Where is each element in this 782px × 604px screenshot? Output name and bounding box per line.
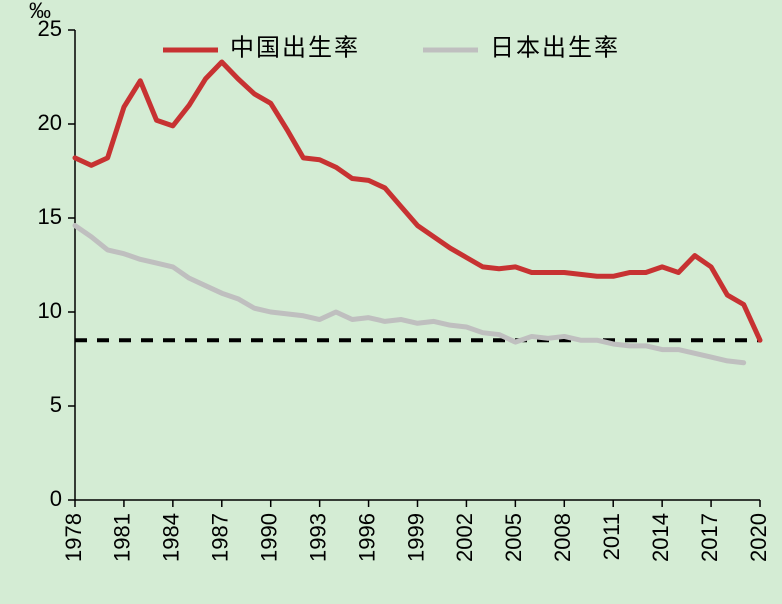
y-axis-unit: ‰ bbox=[29, 0, 51, 23]
x-tick-label: 1978 bbox=[61, 513, 86, 562]
y-tick-label: 15 bbox=[38, 204, 62, 229]
legend-label: 日本出生率 bbox=[490, 35, 620, 62]
x-tick-label: 2017 bbox=[697, 513, 722, 562]
x-tick-label: 2014 bbox=[648, 513, 673, 562]
x-tick-label: 2020 bbox=[746, 513, 771, 562]
y-tick-label: 0 bbox=[50, 486, 62, 511]
y-tick-label: 10 bbox=[38, 298, 62, 323]
y-tick-label: 20 bbox=[38, 110, 62, 135]
x-tick-label: 2005 bbox=[501, 513, 526, 562]
x-tick-label: 1984 bbox=[159, 513, 184, 562]
x-tick-label: 2011 bbox=[599, 513, 624, 560]
x-tick-label: 1987 bbox=[208, 513, 233, 562]
x-tick-label: 2008 bbox=[550, 513, 575, 562]
x-tick-label: 2002 bbox=[452, 513, 477, 562]
x-tick-label: 1993 bbox=[305, 513, 330, 562]
x-tick-label: 1981 bbox=[110, 513, 135, 562]
x-tick-label: 1996 bbox=[354, 513, 379, 562]
legend-label: 中国出生率 bbox=[230, 35, 360, 62]
birth-rate-chart: 0510152025‰19781981198419871990199319961… bbox=[0, 0, 782, 604]
x-tick-label: 1999 bbox=[403, 513, 428, 562]
x-tick-label: 1990 bbox=[257, 513, 282, 562]
chart-svg: 0510152025‰19781981198419871990199319961… bbox=[0, 0, 782, 604]
y-tick-label: 5 bbox=[50, 392, 62, 417]
